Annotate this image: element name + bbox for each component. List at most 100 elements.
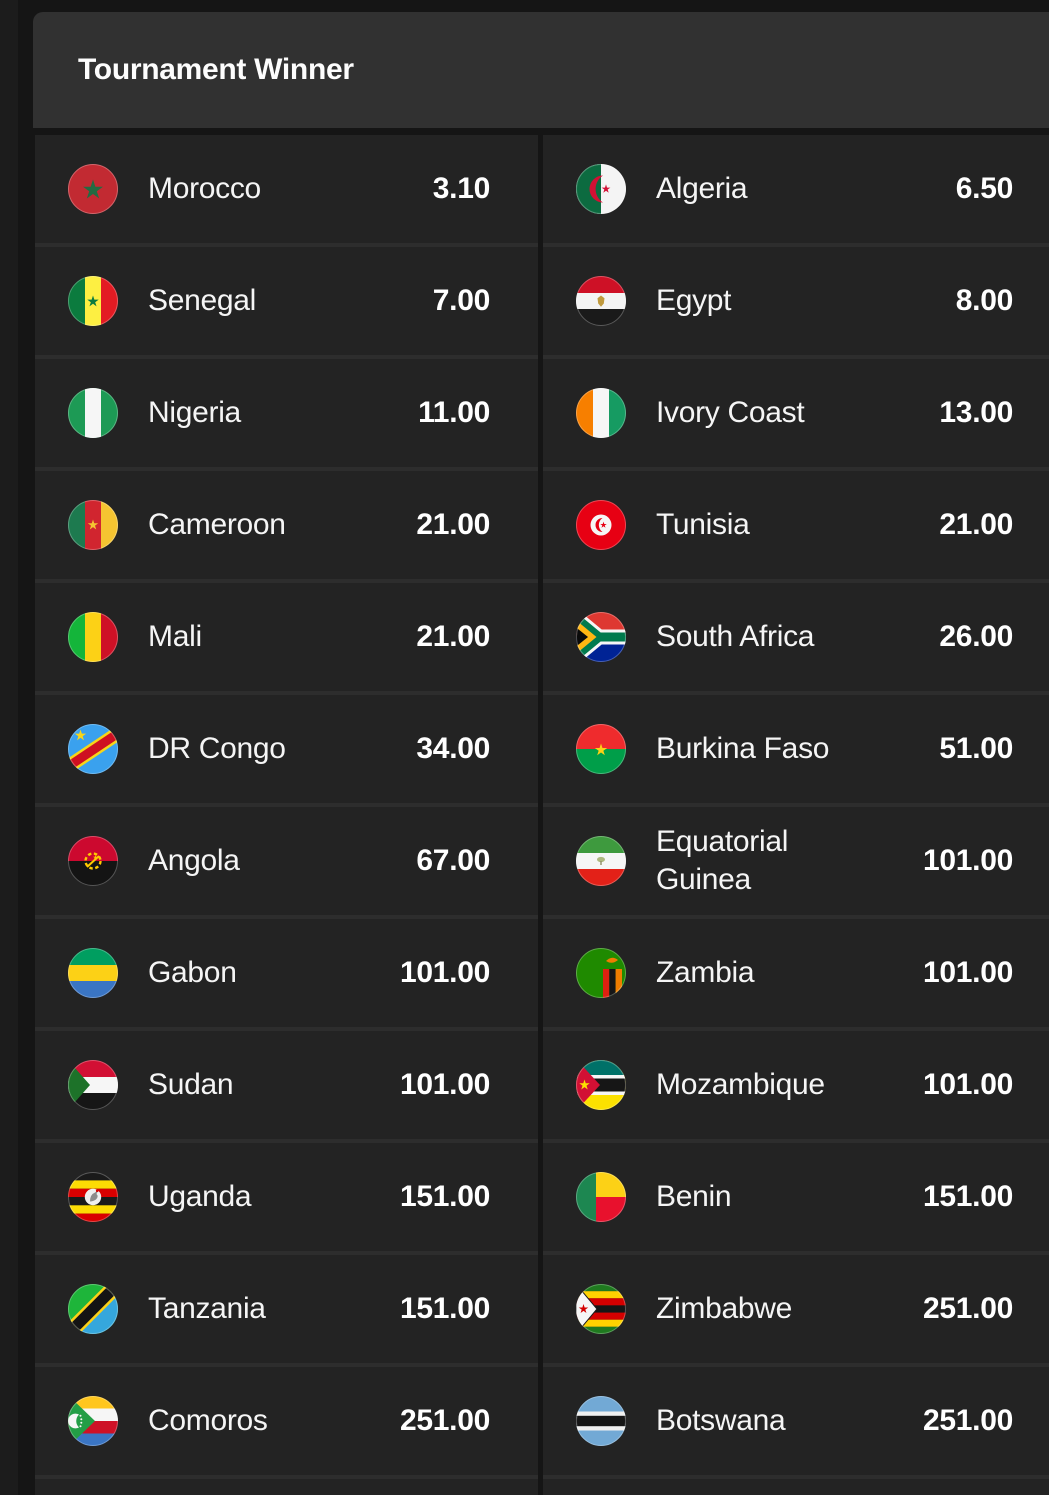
outcome-dr-congo[interactable]: DR Congo 34.00 bbox=[35, 691, 538, 803]
team-name: Morocco bbox=[148, 172, 261, 205]
gabon-flag-icon bbox=[68, 948, 118, 998]
odds-value[interactable]: 26.00 bbox=[939, 620, 1013, 653]
outcome-tanzania[interactable]: Tanzania 151.00 bbox=[35, 1251, 538, 1363]
team-name: Egypt bbox=[656, 284, 732, 317]
team-name: Tanzania bbox=[148, 1292, 266, 1325]
angola-flag-icon bbox=[68, 836, 118, 886]
ivory-coast-flag-icon bbox=[576, 388, 626, 438]
tanzania-flag-icon bbox=[68, 1284, 118, 1334]
team-name: Nigeria bbox=[148, 396, 241, 429]
mozambique-flag-icon bbox=[576, 1060, 626, 1110]
outcome-comoros[interactable]: Comoros 251.00 bbox=[35, 1363, 538, 1475]
team-name: Uganda bbox=[148, 1180, 252, 1213]
outcome-zimbabwe[interactable]: Zimbabwe 251.00 bbox=[543, 1251, 1049, 1363]
outcome-equatorial-guinea[interactable]: Equatorial Guinea 101.00 bbox=[543, 803, 1049, 915]
team-name: DR Congo bbox=[148, 732, 286, 765]
market-header: Tournament Winner bbox=[33, 12, 1049, 128]
outcome-ivory-coast[interactable]: Ivory Coast 13.00 bbox=[543, 355, 1049, 467]
team-name: Comoros bbox=[148, 1404, 268, 1437]
outcome-egypt[interactable]: Egypt 8.00 bbox=[543, 243, 1049, 355]
odds-value[interactable]: 13.00 bbox=[939, 396, 1013, 429]
team-name: Sudan bbox=[148, 1068, 234, 1101]
team-name: Zimbabwe bbox=[656, 1292, 792, 1325]
senegal-flag-icon bbox=[68, 276, 118, 326]
burkina-faso-flag-icon bbox=[576, 724, 626, 774]
odds-value[interactable]: 21.00 bbox=[416, 508, 490, 541]
outcome-senegal[interactable]: Senegal 7.00 bbox=[35, 243, 538, 355]
outcome-south-africa[interactable]: South Africa 26.00 bbox=[543, 579, 1049, 691]
team-name: Ivory Coast bbox=[656, 396, 805, 429]
cameroon-flag-icon bbox=[68, 500, 118, 550]
team-name: Mali bbox=[148, 620, 202, 653]
outcome-nigeria[interactable]: Nigeria 11.00 bbox=[35, 355, 538, 467]
odds-value[interactable]: 151.00 bbox=[923, 1180, 1013, 1213]
odds-value[interactable]: 251.00 bbox=[400, 1404, 490, 1437]
odds-value[interactable]: 51.00 bbox=[939, 732, 1013, 765]
tunisia-flag-icon bbox=[576, 500, 626, 550]
south-africa-flag-icon bbox=[576, 612, 626, 662]
partial-row bbox=[543, 1475, 1049, 1495]
outcome-angola[interactable]: Angola 67.00 bbox=[35, 803, 538, 915]
egypt-flag-icon bbox=[576, 276, 626, 326]
team-name: Equatorial Guinea bbox=[656, 825, 789, 896]
odds-value[interactable]: 11.00 bbox=[418, 396, 490, 429]
nigeria-flag-icon bbox=[68, 388, 118, 438]
team-name: Algeria bbox=[656, 172, 748, 205]
odds-value[interactable]: 21.00 bbox=[939, 508, 1013, 541]
outcome-mali[interactable]: Mali 21.00 bbox=[35, 579, 538, 691]
outcome-benin[interactable]: Benin 151.00 bbox=[543, 1139, 1049, 1251]
dr-congo-flag-icon bbox=[68, 724, 118, 774]
outcome-morocco[interactable]: Morocco 3.10 bbox=[35, 135, 538, 243]
odds-value[interactable]: 67.00 bbox=[416, 844, 490, 877]
odds-value[interactable]: 151.00 bbox=[400, 1180, 490, 1213]
outcome-sudan[interactable]: Sudan 101.00 bbox=[35, 1027, 538, 1139]
odds-value[interactable]: 21.00 bbox=[416, 620, 490, 653]
market-title: Tournament Winner bbox=[78, 53, 354, 86]
outcome-burkina-faso[interactable]: Burkina Faso 51.00 bbox=[543, 691, 1049, 803]
odds-value[interactable]: 101.00 bbox=[923, 1068, 1013, 1101]
outcome-zambia[interactable]: Zambia 101.00 bbox=[543, 915, 1049, 1027]
odds-value[interactable]: 6.50 bbox=[955, 172, 1014, 205]
outcome-algeria[interactable]: Algeria 6.50 bbox=[543, 135, 1049, 243]
zambia-flag-icon bbox=[576, 948, 626, 998]
page-left-margin bbox=[0, 0, 18, 1495]
botswana-flag-icon bbox=[576, 1396, 626, 1446]
uganda-flag-icon bbox=[68, 1172, 118, 1222]
team-name: Zambia bbox=[656, 956, 755, 989]
odds-value[interactable]: 251.00 bbox=[923, 1404, 1013, 1437]
team-name: Benin bbox=[656, 1180, 732, 1213]
team-name: Senegal bbox=[148, 284, 256, 317]
odds-grid: Morocco 3.10 Algeria 6.50 Senegal 7.00 E… bbox=[35, 135, 1049, 1495]
outcome-gabon[interactable]: Gabon 101.00 bbox=[35, 915, 538, 1027]
odds-value[interactable]: 251.00 bbox=[923, 1292, 1013, 1325]
equatorial-guinea-flag-icon bbox=[576, 836, 626, 886]
morocco-flag-icon bbox=[68, 164, 118, 214]
benin-flag-icon bbox=[576, 1172, 626, 1222]
sudan-flag-icon bbox=[68, 1060, 118, 1110]
odds-value[interactable]: 3.10 bbox=[432, 172, 491, 205]
team-name: South Africa bbox=[656, 620, 815, 653]
team-name: Burkina Faso bbox=[656, 732, 830, 765]
team-name: Angola bbox=[148, 844, 240, 877]
outcome-mozambique[interactable]: Mozambique 101.00 bbox=[543, 1027, 1049, 1139]
odds-value[interactable]: 101.00 bbox=[923, 956, 1013, 989]
partial-row bbox=[35, 1475, 538, 1495]
odds-value[interactable]: 151.00 bbox=[400, 1292, 490, 1325]
team-name: Tunisia bbox=[656, 508, 750, 541]
team-name: Mozambique bbox=[656, 1068, 825, 1101]
odds-value[interactable]: 34.00 bbox=[416, 732, 490, 765]
outcome-cameroon[interactable]: Cameroon 21.00 bbox=[35, 467, 538, 579]
odds-value[interactable]: 101.00 bbox=[923, 844, 1013, 877]
odds-value[interactable]: 8.00 bbox=[955, 284, 1014, 317]
mali-flag-icon bbox=[68, 612, 118, 662]
odds-value[interactable]: 101.00 bbox=[400, 1068, 490, 1101]
algeria-flag-icon bbox=[576, 164, 626, 214]
outcome-botswana[interactable]: Botswana 251.00 bbox=[543, 1363, 1049, 1475]
odds-value[interactable]: 101.00 bbox=[400, 956, 490, 989]
outcome-uganda[interactable]: Uganda 151.00 bbox=[35, 1139, 538, 1251]
team-name: Gabon bbox=[148, 956, 237, 989]
odds-value[interactable]: 7.00 bbox=[432, 284, 491, 317]
team-name: Botswana bbox=[656, 1404, 786, 1437]
team-name: Cameroon bbox=[148, 508, 286, 541]
outcome-tunisia[interactable]: Tunisia 21.00 bbox=[543, 467, 1049, 579]
